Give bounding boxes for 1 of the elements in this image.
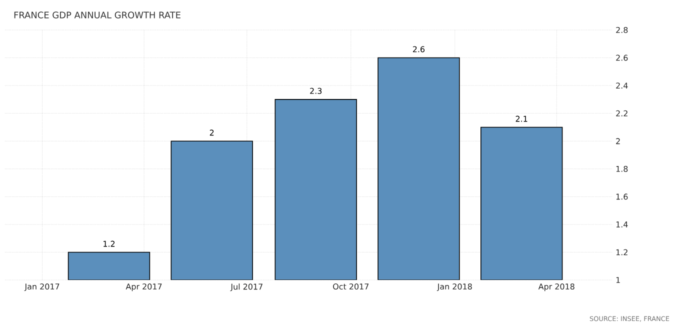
chart-title: FRANCE GDP ANNUAL GROWTH RATE [14,12,180,18]
